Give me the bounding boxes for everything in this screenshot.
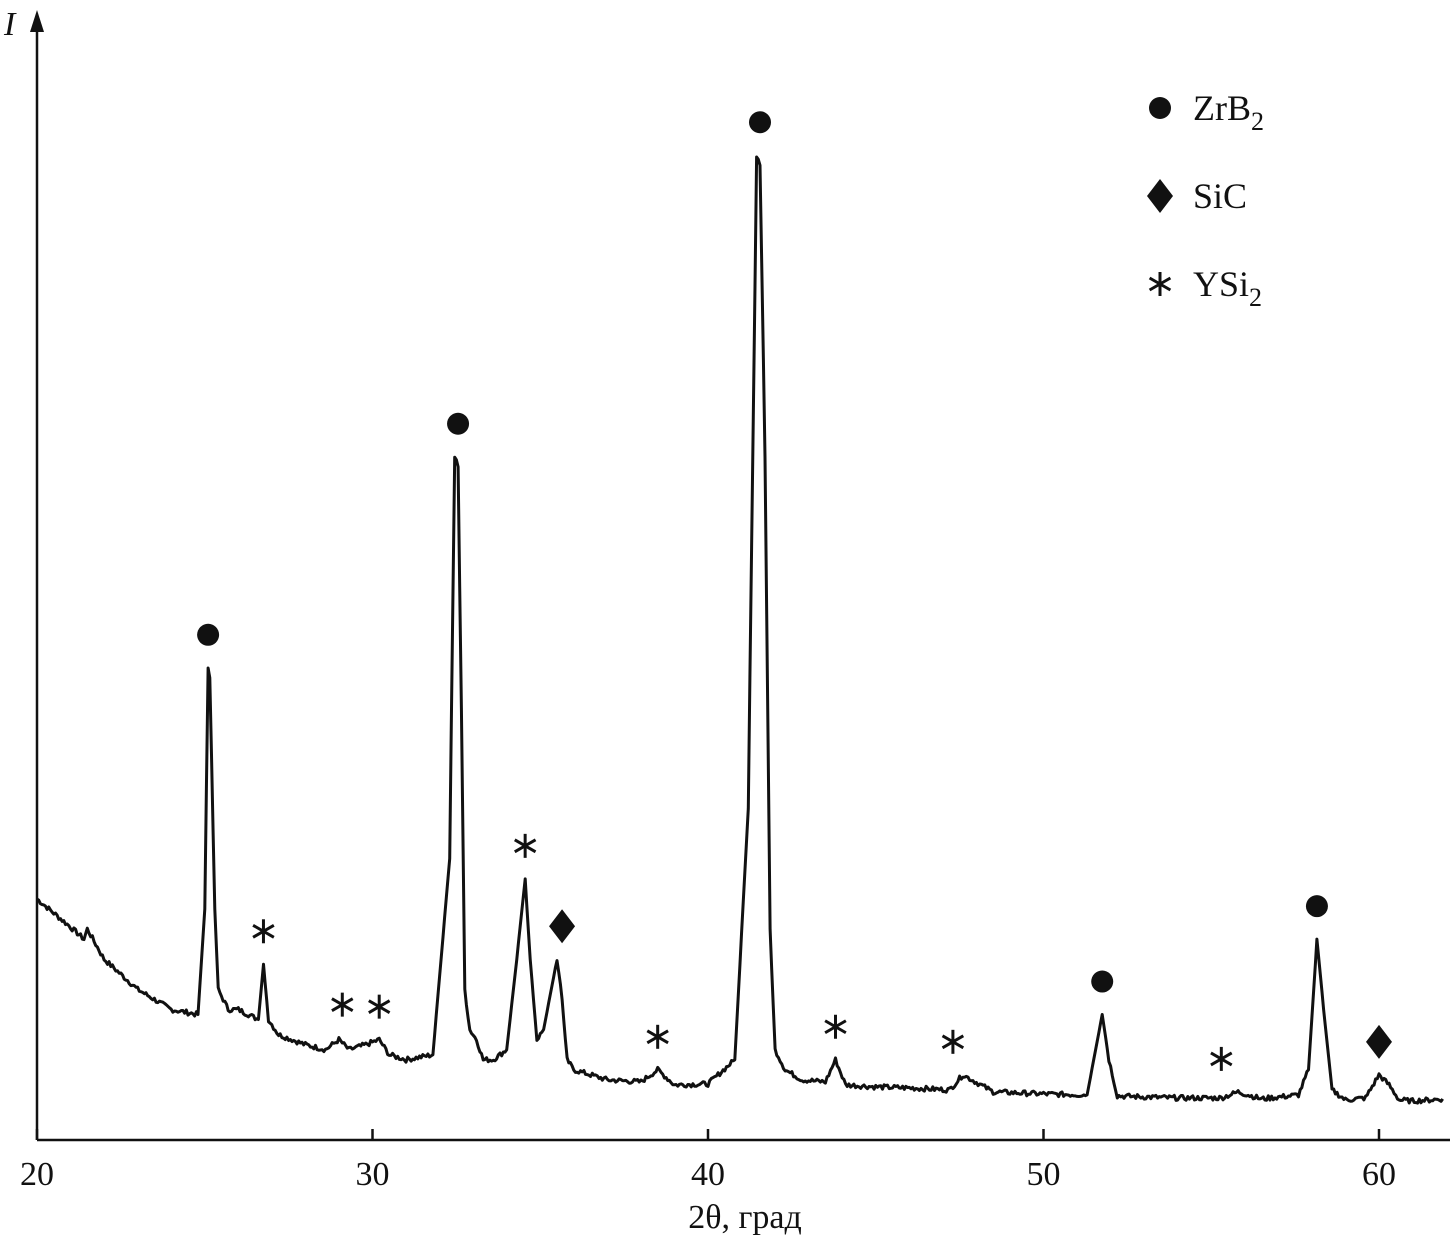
x-tick-label: 50 <box>1027 1156 1061 1193</box>
peak-marker-ysi2 <box>941 1029 965 1054</box>
peak-marker-zrb2 <box>447 412 470 435</box>
x-axis-title: 2θ, град <box>688 1199 802 1236</box>
y-axis-title: I <box>3 6 17 43</box>
legend-marker-zrb2 <box>1149 97 1171 119</box>
peak-marker-ysi2 <box>1210 1046 1233 1071</box>
y-axis-arrow <box>30 10 44 32</box>
peak-marker-zrb2 <box>749 111 772 134</box>
peak-marker-ysi2 <box>646 1024 669 1049</box>
legend-marker-sic <box>1147 179 1173 213</box>
legend: ZrB2 SiC YSi2 <box>1147 88 1264 312</box>
legend-label: SiC <box>1193 176 1247 216</box>
peak-marker-ysi2 <box>824 1014 847 1039</box>
legend-label: ZrB2 <box>1193 88 1264 136</box>
peak-marker-ysi2 <box>514 833 537 858</box>
x-tick-label: 40 <box>691 1156 725 1193</box>
xrd-pattern-line <box>36 155 1444 1105</box>
legend-marker-ysi2 <box>1148 272 1172 296</box>
peak-marker-ysi2 <box>368 994 391 1019</box>
x-tick-label: 20 <box>20 1156 54 1193</box>
peak-marker-sic <box>549 909 576 944</box>
peak-marker-zrb2 <box>1091 970 1114 993</box>
peak-marker-ysi2 <box>252 919 275 944</box>
peak-marker-ysi2 <box>331 992 354 1017</box>
legend-label: YSi2 <box>1193 264 1262 312</box>
x-tick-label: 60 <box>1362 1156 1396 1193</box>
x-ticks: 20 30 40 50 60 <box>20 1129 1396 1193</box>
peak-marker-zrb2 <box>1305 895 1328 918</box>
peak-marker-zrb2 <box>197 623 220 646</box>
peak-marker-sic <box>1366 1024 1392 1059</box>
x-tick-label: 30 <box>356 1156 390 1193</box>
peak-markers <box>197 111 1392 1071</box>
